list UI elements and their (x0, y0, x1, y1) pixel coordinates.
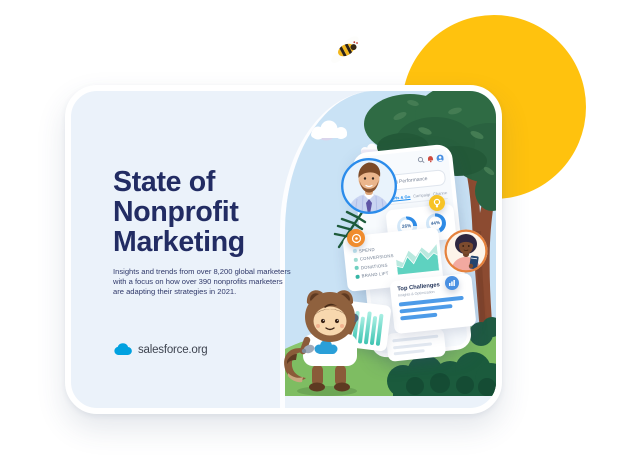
placeholder-line (393, 349, 426, 356)
legend-item: DONATIONS (354, 262, 394, 271)
astro-mascot (284, 290, 359, 396)
bar (376, 313, 384, 346)
bushes (387, 317, 496, 396)
legend-dot (354, 266, 359, 271)
bar-chart-icon (449, 280, 455, 286)
legend-dot (355, 274, 360, 279)
bar (398, 295, 464, 307)
logo-text: salesforce.org (138, 343, 208, 356)
target-badge (347, 229, 365, 247)
subtitle-text: Insights and trends from over 8,200 glob… (113, 267, 291, 296)
bar (399, 303, 453, 314)
lightbulb-icon (433, 198, 441, 207)
avatar-icon (436, 154, 444, 162)
bar-chart-badge (445, 276, 459, 290)
title-line-1: State of (113, 166, 216, 198)
search-icon (417, 156, 425, 163)
target-icon (351, 233, 361, 243)
cloud-icon (311, 120, 347, 141)
legend-item: CONVERSIONS (353, 253, 394, 262)
placeholder-line (392, 334, 439, 343)
bar (400, 312, 438, 320)
avatar-woman (444, 229, 488, 273)
salesforce-cloud-icon (114, 343, 132, 355)
salesforce-org-logo: salesforce.org (113, 343, 208, 356)
top-challenges-card: Top Challenges Insights & Optimization (389, 272, 477, 335)
legend-dot (352, 249, 357, 254)
placeholder-line (392, 341, 433, 349)
report-cover-card: State of Nonprofit Marketing Insights an… (65, 85, 502, 414)
tab-campaigns: Campaigns (412, 191, 431, 199)
title-line-2: Nonprofit (113, 196, 239, 228)
horizontal-bar-chart (398, 295, 468, 320)
donut-value: 26% (401, 223, 412, 229)
notification-icon (427, 155, 433, 163)
spend-legend-card: SPEND CONVERSIONS DONATIONS BRAND LIFT (342, 227, 445, 292)
title-line-3: Marketing (113, 226, 245, 258)
donut-value: 44% (430, 220, 441, 226)
bee-icon (331, 36, 359, 63)
lightbulb-badge (429, 195, 445, 211)
legend-item: BRAND LIFT (355, 270, 395, 279)
area-chart (393, 227, 445, 287)
legend-dot (353, 257, 358, 262)
page-title: State of Nonprofit Marketing (113, 167, 245, 257)
avatar-man (341, 158, 397, 214)
